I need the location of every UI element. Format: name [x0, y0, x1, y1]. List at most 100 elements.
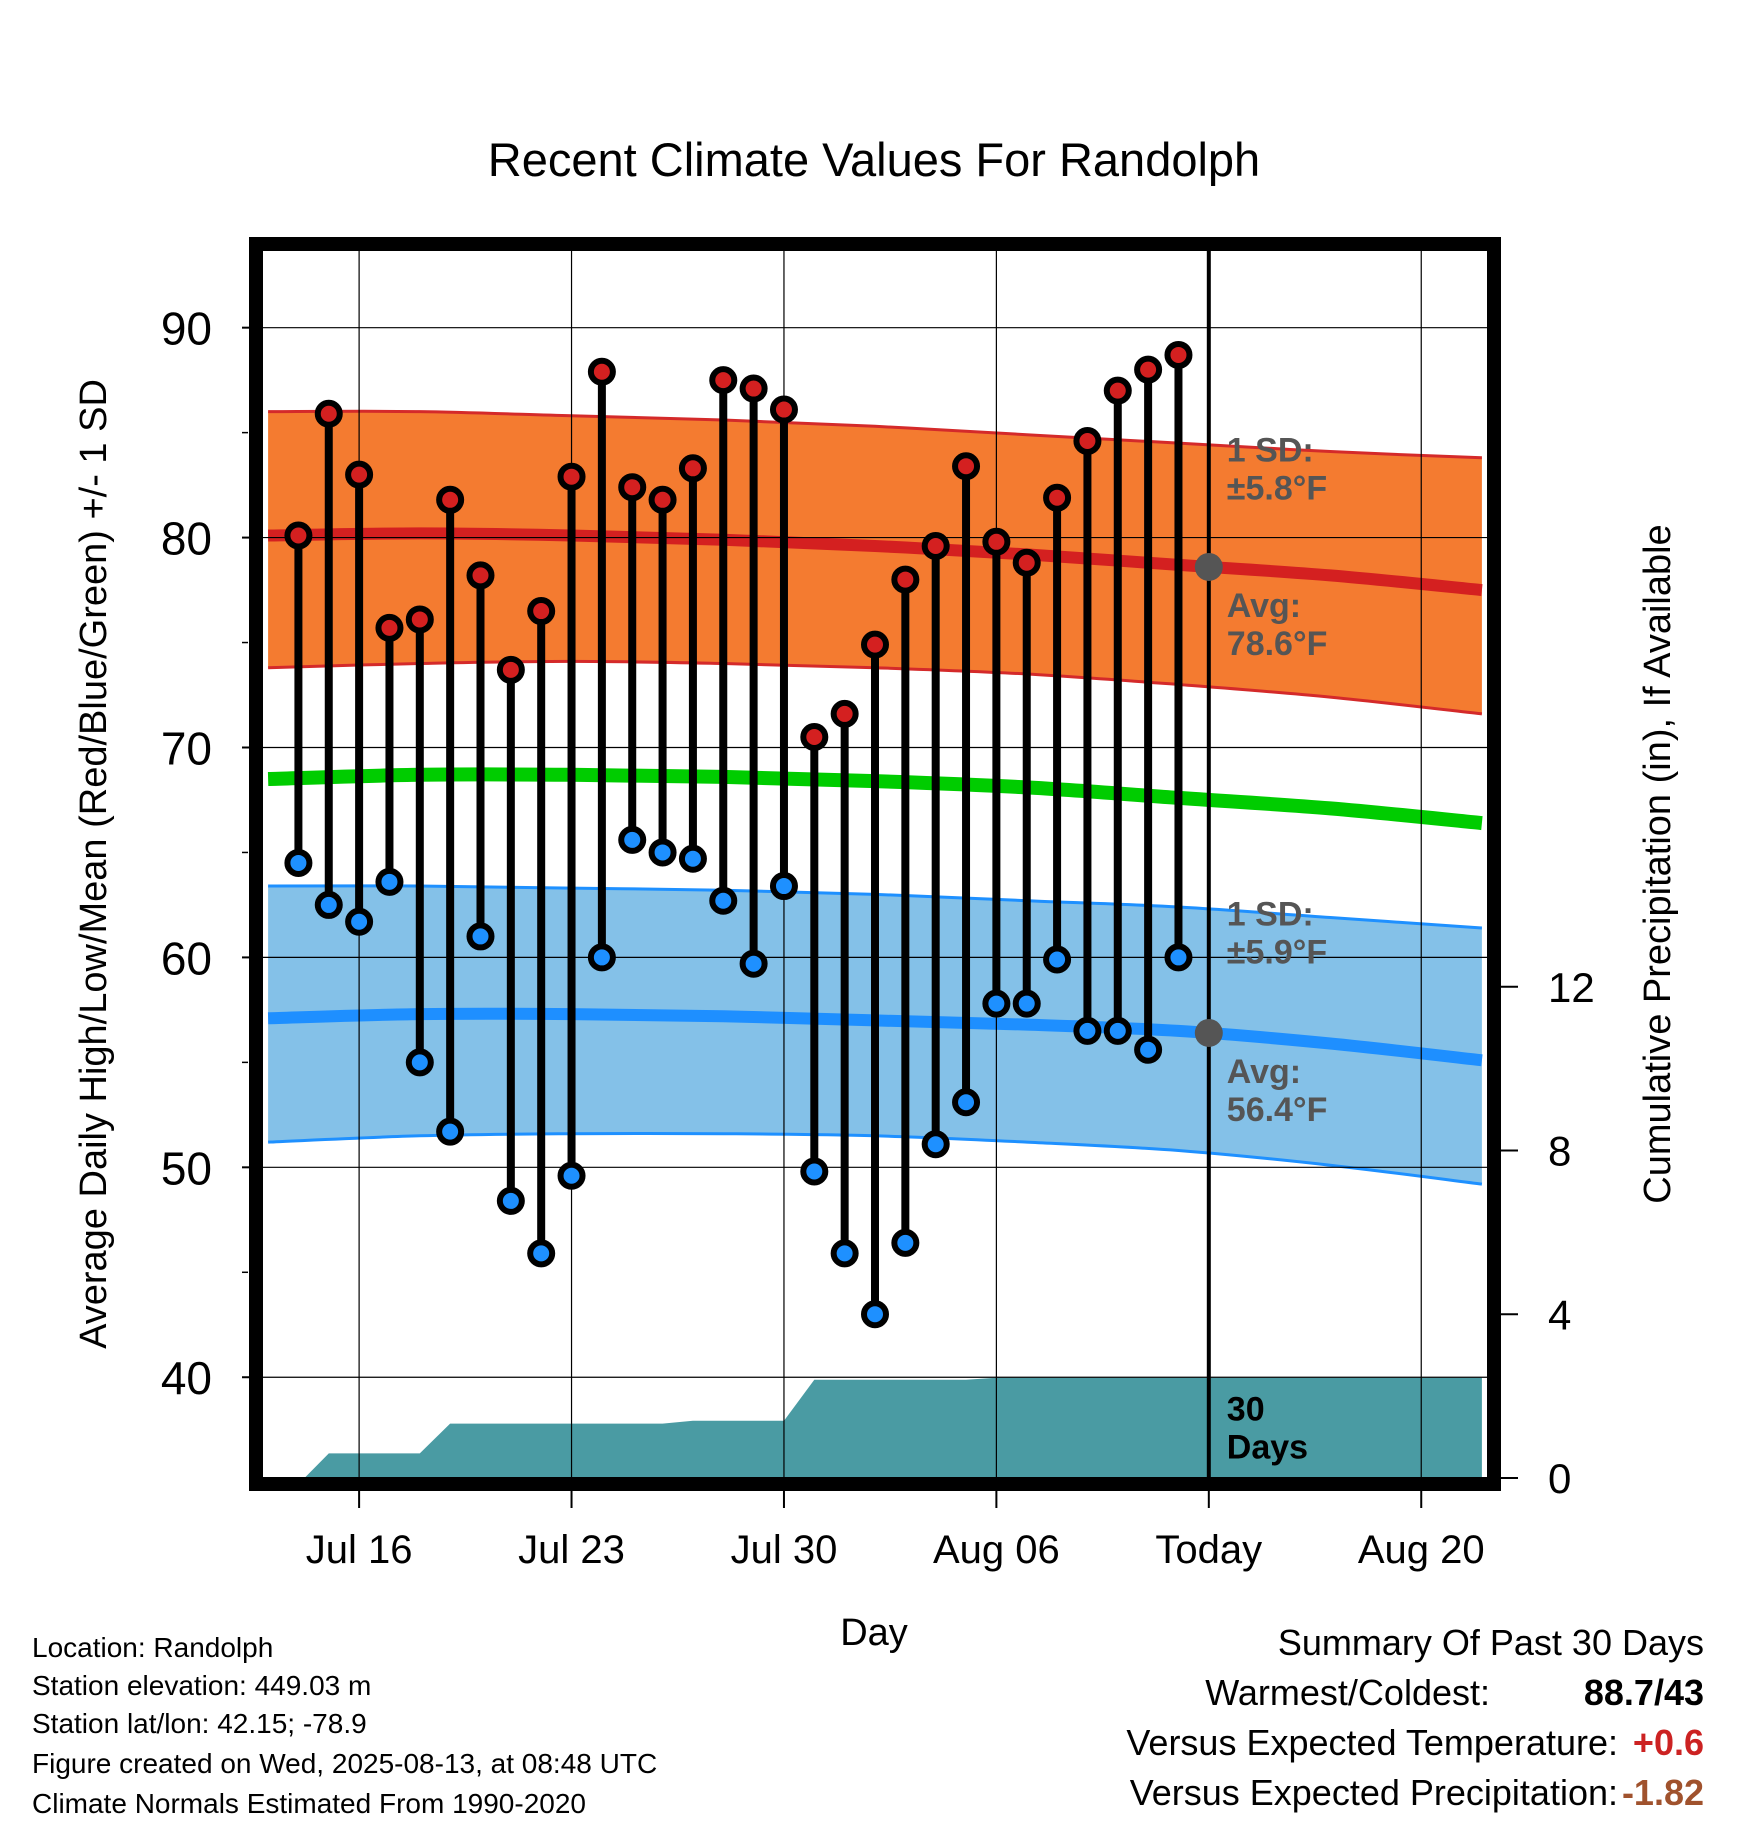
high-temp-point — [466, 561, 495, 590]
low-temp-point — [982, 989, 1011, 1018]
y2-tick-label: 8 — [1548, 1128, 1571, 1175]
low-temp-point — [678, 844, 707, 873]
low-temp-point — [284, 848, 313, 877]
y-tick-label: 60 — [161, 932, 212, 984]
y-tick-label: 80 — [161, 513, 212, 565]
elevation-text: Station elevation: 449.03 m — [32, 1670, 372, 1701]
low-temp-point — [830, 1239, 859, 1268]
y-tick-label: 90 — [161, 303, 212, 355]
warm-cold-value: 88.7/43 — [1583, 1672, 1704, 1713]
high-temp-point — [436, 485, 465, 514]
low-temp-point — [314, 890, 343, 919]
period-annotation: Days — [1227, 1429, 1308, 1467]
high-temp-point — [1012, 548, 1041, 577]
low-sd-annotation: 1 SD: — [1227, 895, 1314, 933]
latlon-text: Station lat/lon: 42.15; -78.9 — [32, 1708, 367, 1739]
x-tick-label: Aug 06 — [933, 1528, 1060, 1572]
temp-departure-label: Versus Expected Temperature: — [1126, 1722, 1618, 1763]
chart-title: Recent Climate Values For Randolph — [488, 133, 1260, 186]
high-temp-point — [405, 605, 434, 634]
x-tick-label: Jul 30 — [731, 1528, 838, 1572]
high-temp-point — [861, 630, 889, 659]
high-temp-point — [709, 366, 738, 395]
y2-tick-label: 12 — [1548, 964, 1595, 1011]
high-temp-point — [587, 357, 616, 386]
high-avg-line — [268, 527, 1483, 597]
today-avg-low-point — [1194, 1018, 1223, 1047]
low-temp-point — [921, 1130, 950, 1159]
y-axis-label: Average Daily High/Low/Mean (Red/Blue/Gr… — [73, 379, 115, 1349]
low-temp-point — [496, 1186, 525, 1215]
low-temp-point — [466, 922, 495, 951]
low-temp-point — [618, 825, 647, 854]
y-tick-label: 40 — [161, 1352, 212, 1404]
low-temp-point — [345, 907, 374, 936]
high-temp-point — [678, 454, 707, 483]
temp-departure-value: +0.6 — [1632, 1722, 1704, 1763]
high-temp-point — [921, 531, 950, 560]
high-temp-point — [769, 395, 798, 424]
high-temp-point — [1043, 483, 1072, 512]
high-temp-point — [314, 399, 343, 428]
high-temp-point — [1134, 355, 1163, 384]
x-tick-label: Jul 23 — [518, 1528, 625, 1572]
high-avg-annotation: Avg: — [1227, 587, 1301, 625]
precip-departure-label: Versus Expected Precipitation: — [1129, 1772, 1618, 1813]
low-temp-point — [436, 1117, 465, 1146]
low-temp-point — [557, 1161, 586, 1190]
period-annotation: 30 — [1227, 1391, 1265, 1429]
high-temp-point — [891, 565, 920, 594]
y2-tick-label: 0 — [1548, 1455, 1571, 1502]
y2-tick-label: 4 — [1548, 1291, 1571, 1338]
low-temp-point — [1012, 989, 1041, 1018]
low-avg-annotation: 56.4°F — [1227, 1091, 1328, 1129]
low-temp-point — [709, 886, 738, 915]
x-tick-label: Jul 16 — [306, 1528, 413, 1572]
high-temp-point — [739, 374, 768, 403]
high-temp-point — [557, 462, 586, 491]
high-temp-point — [284, 521, 313, 550]
x-axis-label: Day — [840, 1612, 908, 1654]
created-text: Figure created on Wed, 2025-08-13, at 08… — [32, 1748, 658, 1779]
high-temp-point — [1073, 427, 1102, 456]
x-tick-label: Aug 20 — [1358, 1528, 1485, 1572]
y2-axis-label: Cumulative Precipitation (in), If Availa… — [1637, 524, 1679, 1203]
low-temp-point — [1103, 1016, 1132, 1045]
high-avg-annotation: 78.6°F — [1227, 625, 1328, 663]
low-temp-point — [891, 1228, 920, 1257]
high-temp-point — [496, 655, 525, 684]
location-text: Location: Randolph — [32, 1632, 274, 1663]
low-temp-point — [1164, 943, 1193, 972]
y-tick-label: 50 — [161, 1142, 212, 1194]
low-sd-annotation: ±5.9°F — [1227, 933, 1327, 971]
y-tick-label: 70 — [161, 722, 212, 774]
high-temp-point — [800, 723, 829, 752]
low-temp-point — [1043, 945, 1072, 974]
low-avg-annotation: Avg: — [1227, 1053, 1301, 1091]
high-temp-point — [345, 460, 374, 489]
high-temp-point — [982, 527, 1011, 556]
low-temp-point — [527, 1239, 556, 1268]
plot-frame — [249, 237, 1501, 1491]
low-temp-point — [587, 943, 616, 972]
today-avg-high-point — [1194, 552, 1223, 581]
high-temp-point — [952, 452, 981, 481]
summary-heading: Summary Of Past 30 Days — [1277, 1622, 1704, 1663]
normals-text: Climate Normals Estimated From 1990-2020 — [32, 1788, 586, 1819]
low-temp-point — [800, 1157, 829, 1186]
low-temp-point — [739, 949, 768, 978]
low-temp-point — [648, 838, 677, 867]
high-temp-point — [527, 597, 556, 626]
high-sd-annotation: 1 SD: — [1227, 431, 1314, 469]
high-temp-point — [648, 485, 677, 514]
precip-departure-value: -1.82 — [1621, 1772, 1704, 1813]
warm-cold-label: Warmest/Coldest: — [1205, 1672, 1490, 1713]
x-tick-label: Today — [1155, 1528, 1262, 1572]
high-temp-point — [1164, 340, 1193, 369]
high-temp-point — [830, 699, 859, 728]
low-temp-point — [769, 872, 798, 901]
high-temp-point — [618, 473, 647, 502]
high-band-upper-edge — [268, 409, 1482, 460]
low-temp-point — [1073, 1016, 1102, 1045]
